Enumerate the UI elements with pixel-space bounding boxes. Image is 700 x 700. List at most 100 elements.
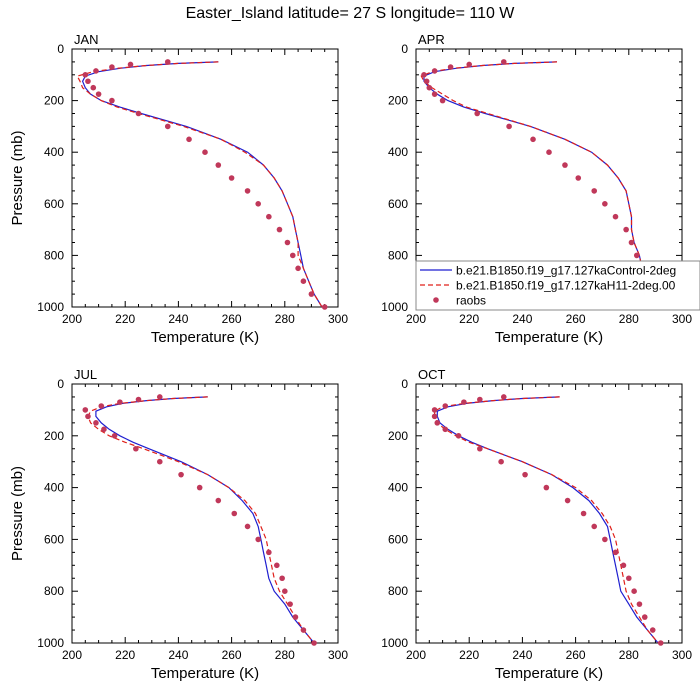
y-tick-label: 600 xyxy=(388,532,408,546)
legend-label: raobs xyxy=(456,294,486,308)
x-tick-label: 220 xyxy=(459,648,479,662)
x-axis-label: Temperature (K) xyxy=(151,665,259,682)
x-tick-label: 260 xyxy=(222,648,242,662)
y-tick-label: 0 xyxy=(401,377,408,391)
y-tick-label: 200 xyxy=(44,94,64,108)
raobs-point xyxy=(612,549,619,556)
raobs-point xyxy=(82,72,89,78)
raobs-point xyxy=(543,484,550,491)
raobs-point xyxy=(442,426,449,433)
x-tick-label: 240 xyxy=(512,312,532,326)
raobs-point xyxy=(255,201,261,207)
panel-title: APR xyxy=(418,32,445,47)
y-tick-label: 800 xyxy=(44,584,64,598)
y-tick-label: 0 xyxy=(57,377,64,391)
raobs-point xyxy=(228,175,235,181)
x-tick-label: 200 xyxy=(62,648,82,662)
raobs-point xyxy=(628,239,635,246)
raobs-point xyxy=(546,149,552,155)
raobs-point xyxy=(284,239,291,246)
legend-label: b.e21.B1850.f19_g17.127kaControl-2deg xyxy=(456,264,676,278)
y-axis-label: Pressure (mb) xyxy=(9,130,26,225)
x-tick-label: 200 xyxy=(62,312,82,326)
raobs-point xyxy=(266,213,272,220)
x-tick-label: 200 xyxy=(406,648,426,662)
plot-frame xyxy=(71,383,339,644)
raobs-point xyxy=(564,497,571,504)
x-axis-label: Temperature (K) xyxy=(151,329,259,346)
raobs-point xyxy=(423,78,430,85)
x-axis-label: Temperature (K) xyxy=(495,329,603,346)
y-tick-label: 800 xyxy=(44,248,64,262)
raobs-point xyxy=(156,458,163,465)
raobs-point xyxy=(308,291,315,297)
raobs-point xyxy=(93,420,99,426)
raobs-point xyxy=(244,188,251,194)
raobs-point xyxy=(562,162,568,168)
raobs-point xyxy=(620,562,627,569)
raobs-point xyxy=(498,458,504,465)
panel-title: JAN xyxy=(74,32,99,47)
raobs-point xyxy=(287,601,293,607)
raobs-point xyxy=(580,510,587,517)
raobs-point xyxy=(602,201,608,207)
x-tick-label: 280 xyxy=(619,312,639,326)
panel-jul: 200 220 240 260 280 300 0 200 400 600 800 1000 JUL Te… xyxy=(9,367,348,682)
legend: b.e21.B1850.f19_g17.127kaControl-2degb.e… xyxy=(415,260,700,311)
raobs-point xyxy=(612,213,619,220)
x-tick-label: 260 xyxy=(566,312,586,326)
raobs-point xyxy=(117,399,123,405)
x-tick-label: 300 xyxy=(328,312,348,326)
y-tick-label: 600 xyxy=(44,532,64,546)
raobs-point xyxy=(477,445,483,452)
raobs-point xyxy=(231,510,238,517)
y-tick-label: 600 xyxy=(44,197,64,211)
raobs-point xyxy=(636,601,643,607)
plot-area xyxy=(420,61,664,307)
control-line xyxy=(81,61,323,307)
x-tick-label: 240 xyxy=(168,312,188,326)
raobs-point xyxy=(633,252,640,259)
raobs-point xyxy=(178,471,184,478)
raobs-point xyxy=(90,84,97,91)
raobs-point xyxy=(196,484,203,491)
h11-line xyxy=(76,61,323,307)
raobs-point xyxy=(657,640,664,646)
raobs-point xyxy=(82,407,89,413)
control-line xyxy=(436,396,659,643)
raobs-point xyxy=(266,549,272,556)
raobs-point xyxy=(282,588,288,594)
y-tick-label: 1000 xyxy=(37,300,64,314)
raobs-point xyxy=(623,226,629,233)
x-tick-label: 240 xyxy=(168,648,188,662)
raobs-point xyxy=(311,640,317,646)
raobs-point xyxy=(93,68,99,74)
raobs-point xyxy=(477,396,483,403)
legend-box xyxy=(415,260,700,311)
x-tick-label: 240 xyxy=(512,648,532,662)
raobs-point xyxy=(442,403,449,409)
raobs-point xyxy=(85,78,91,85)
panel-title: OCT xyxy=(418,367,446,382)
raobs-point xyxy=(127,61,134,68)
raobs-point xyxy=(321,304,328,310)
x-tick-label: 300 xyxy=(328,648,348,662)
raobs-point xyxy=(135,396,142,403)
raobs-point xyxy=(164,123,171,130)
raobs-point xyxy=(426,84,433,91)
y-tick-label: 400 xyxy=(44,145,64,159)
panel-title: JUL xyxy=(74,367,97,382)
raobs-point xyxy=(591,188,598,194)
y-tick-label: 200 xyxy=(388,94,408,108)
legend-marker xyxy=(433,297,439,303)
raobs-point xyxy=(431,407,438,413)
raobs-point xyxy=(295,265,301,272)
control-line xyxy=(95,396,315,643)
x-tick-label: 220 xyxy=(459,312,479,326)
figure-title: Easter_Island latitude= 27 S longitude= … xyxy=(186,5,516,22)
x-axis-label: Temperature (K) xyxy=(495,665,603,682)
raobs-point xyxy=(530,136,536,143)
raobs-point xyxy=(466,61,473,68)
plot-area xyxy=(76,61,323,307)
